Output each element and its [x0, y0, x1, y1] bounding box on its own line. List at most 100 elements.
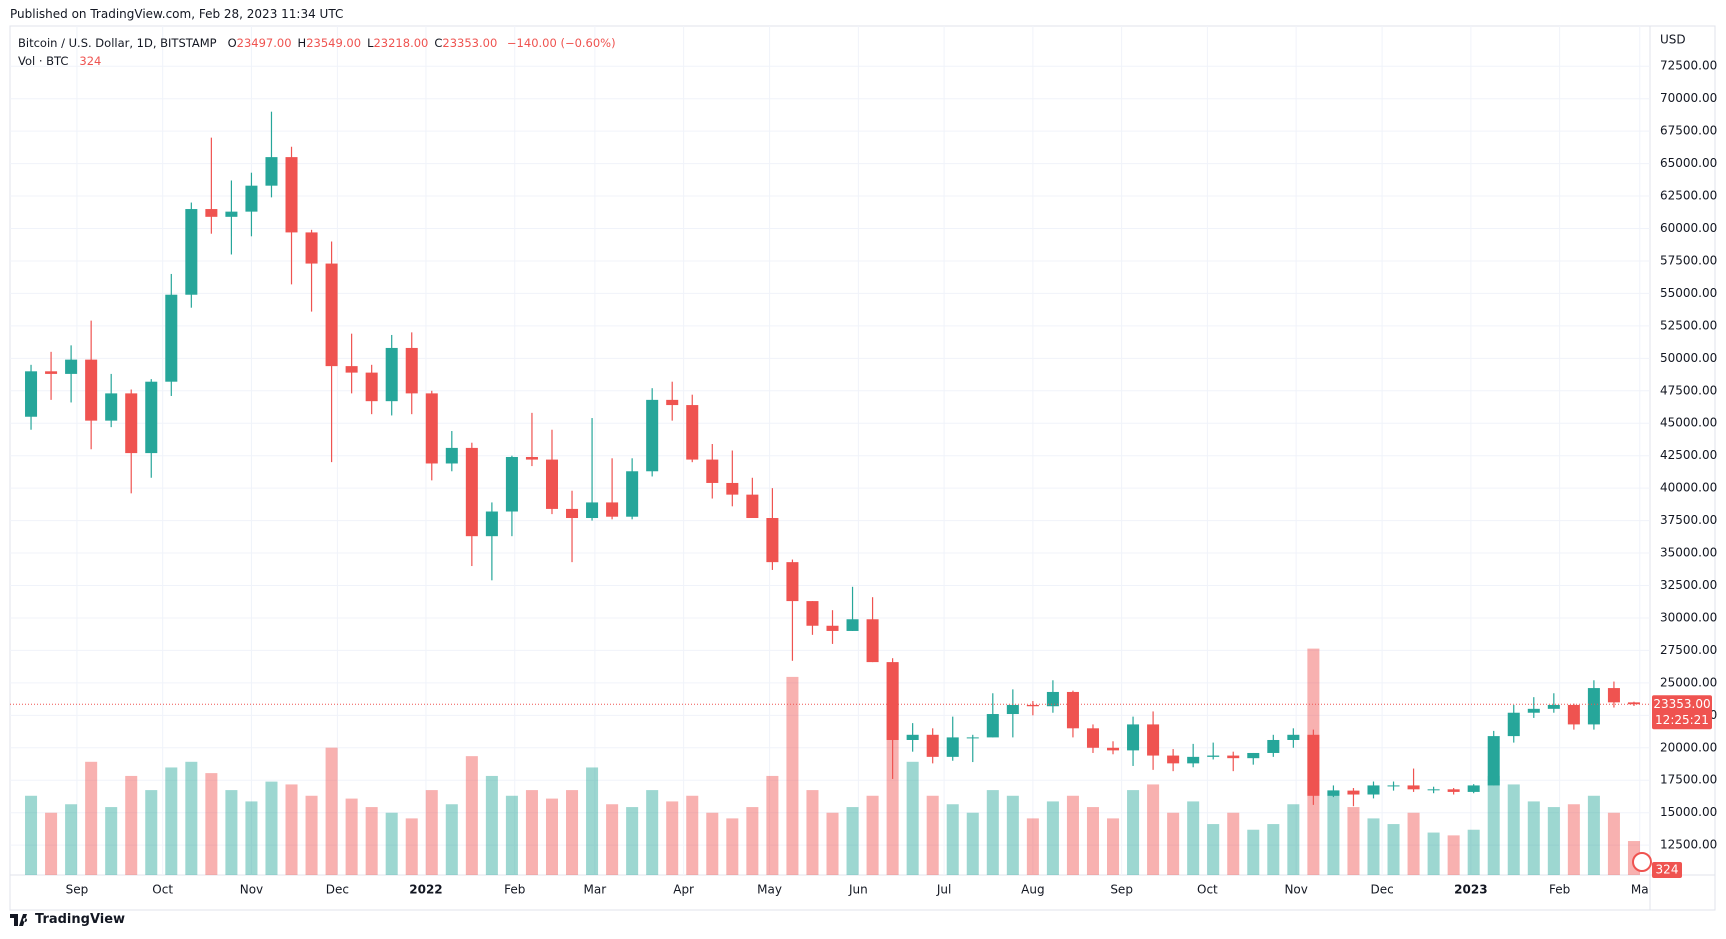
candle-body: [1147, 724, 1160, 756]
ohlc-value: 23218.00: [373, 36, 429, 50]
x-tick-label: Mar: [584, 883, 607, 897]
volume-bar: [1207, 824, 1220, 875]
volume-title: Vol · BTC: [18, 54, 69, 68]
candle-body: [1387, 785, 1400, 787]
volume-bar: [205, 773, 218, 875]
candle-body: [85, 359, 98, 421]
candle-body: [205, 209, 218, 217]
ohlc: O23497.00 H23549.00 L23218.00 C23353.00: [228, 36, 504, 50]
volume-bar: [646, 790, 659, 875]
y-tick-label: 57500.00: [1660, 253, 1717, 267]
candle-body: [385, 347, 398, 402]
candle-body: [1487, 736, 1500, 786]
volume-bar: [1187, 801, 1200, 875]
y-tick-label: 42500.00: [1660, 448, 1717, 462]
grid: [10, 26, 1650, 875]
x-tick-label: Jul: [936, 883, 951, 897]
volume-bar: [1147, 784, 1160, 875]
volume-row: Vol · BTC 324: [18, 52, 622, 70]
x-tick-label: 2023: [1454, 883, 1487, 897]
volume-bar: [726, 818, 739, 875]
x-tick-label: Apr: [673, 883, 694, 897]
volume-bar: [1247, 829, 1260, 875]
ohlc-key: O: [227, 36, 237, 50]
x-tick-label: Feb: [1549, 883, 1570, 897]
x-tick-label: Feb: [504, 883, 525, 897]
candle-body: [666, 399, 679, 406]
y-tick-label: 17500.00: [1660, 773, 1717, 787]
y-tick-label: 47500.00: [1660, 383, 1717, 397]
volume-bar: [986, 790, 999, 875]
candle-body: [185, 209, 198, 295]
y-tick-label: 52500.00: [1660, 318, 1717, 332]
y-tick-label: 50000.00: [1660, 351, 1717, 365]
candle-body: [1507, 712, 1520, 737]
y-tick-label: 60000.00: [1660, 221, 1717, 235]
candle-body: [1287, 734, 1300, 740]
ohlc-value: 23549.00: [306, 36, 362, 50]
volume-bar: [1227, 812, 1240, 875]
volume-bar: [165, 767, 178, 875]
candle-body: [1327, 790, 1340, 796]
volume-bar: [566, 790, 579, 875]
candle-body: [1447, 789, 1460, 792]
candle-body: [1086, 728, 1099, 748]
x-tick-label: Oct: [152, 883, 173, 897]
y-tick-label: 67500.00: [1660, 124, 1717, 138]
candle-body: [365, 372, 378, 402]
ohlc-value: 23497.00: [236, 36, 292, 50]
y-tick-label: 20000.00: [1660, 740, 1717, 754]
candle-body: [165, 294, 178, 382]
candle-body: [886, 662, 899, 740]
x-tick-label: Nov: [240, 883, 263, 897]
candle-body: [65, 359, 78, 374]
candle-body: [826, 625, 839, 631]
volume-bar: [1407, 812, 1420, 875]
volume-bar: [1006, 795, 1019, 875]
candle-body: [1207, 755, 1220, 757]
candle-body: [786, 562, 799, 602]
volume-bar: [245, 801, 258, 875]
candle-body: [746, 494, 759, 519]
footer: TradingView: [10, 912, 125, 927]
candle-body: [1227, 755, 1240, 759]
candle-body: [626, 471, 639, 517]
volume-bar: [1587, 795, 1600, 875]
candle-body: [445, 447, 458, 464]
volume-bar: [1327, 790, 1340, 875]
volume-bar: [706, 812, 719, 875]
volume-bar: [445, 804, 458, 875]
candle-body: [1267, 739, 1280, 753]
candle-body: [646, 399, 659, 472]
candle-body: [846, 619, 859, 631]
candle-body: [806, 601, 819, 626]
volume-bar: [145, 790, 158, 875]
volume-bar: [225, 790, 238, 875]
candle-body: [485, 511, 498, 537]
last-price-label: 23353.00: [1653, 697, 1710, 711]
candle-body: [726, 482, 739, 495]
volume-bar: [465, 756, 478, 875]
volume-bar: [65, 804, 78, 875]
volume-bar: [666, 801, 679, 875]
volume-bar: [1387, 824, 1400, 875]
change: −140.00 (−0.60%): [506, 36, 616, 50]
volume-bar: [85, 761, 98, 875]
volume-bar: [586, 767, 599, 875]
volume-bar: [45, 812, 58, 875]
volume-bar: [1487, 775, 1500, 875]
volume-bar: [425, 790, 438, 875]
volume-bar: [926, 795, 939, 875]
volume-bar: [766, 775, 779, 875]
volume-bar: [746, 807, 759, 875]
y-tick-label: 70000.00: [1660, 91, 1717, 105]
y-tick-label: 25000.00: [1660, 675, 1717, 689]
chart: USD 12500.0015000.0017500.0020000.002250…: [9, 25, 1717, 911]
y-tick-label: 37500.00: [1660, 513, 1717, 527]
candle-body: [1247, 752, 1260, 759]
candle-body: [1187, 756, 1200, 764]
candle-body: [926, 734, 939, 757]
volume-bar: [786, 676, 799, 875]
volume-bar: [285, 784, 298, 875]
